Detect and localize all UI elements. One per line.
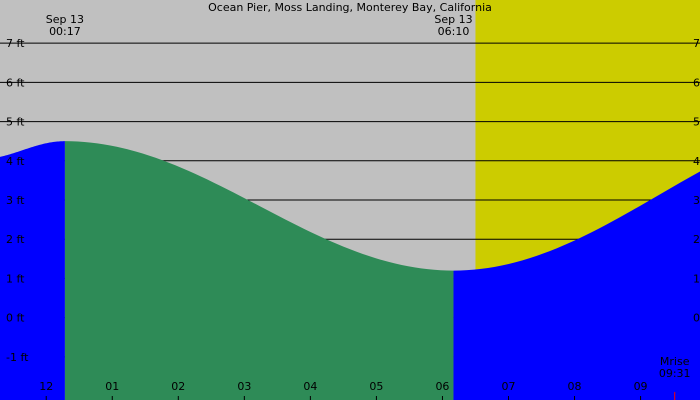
y-tick-label: 4 ft	[6, 155, 25, 168]
y-tick-label: -1 ft	[6, 351, 29, 364]
x-tick-label: 07	[501, 380, 515, 393]
y-tick-label: 0 ft	[6, 312, 25, 325]
x-tick-label: 04	[303, 380, 317, 393]
x-tick-label: 03	[237, 380, 251, 393]
x-axis-labels: 1112010203040506070809101112010203040506…	[39, 380, 700, 400]
extreme-date-label: Sep 13	[434, 13, 472, 26]
y-tick-label-right: 1 ft	[693, 272, 700, 285]
y-tick-label: 5 ft	[6, 116, 25, 129]
y-tick-label: 1 ft	[6, 272, 25, 285]
x-tick-label: 02	[171, 380, 185, 393]
y-tick-label: 2 ft	[6, 233, 25, 246]
extreme-date-label: Sep 13	[46, 13, 84, 26]
x-tick-label: 08	[568, 380, 582, 393]
x-tick-label: 12	[39, 380, 53, 393]
x-tick-label: 09	[634, 380, 648, 393]
rising-tide-area	[453, 171, 700, 400]
moon-event-label: Mrise	[660, 355, 690, 368]
y-tick-label-right: 3 ft	[693, 194, 700, 207]
x-tick-label: 06	[435, 380, 449, 393]
y-tick-label-right: 0 ft	[693, 312, 700, 325]
y-tick-label: 3 ft	[6, 194, 25, 207]
moon-event-time: 09:31	[659, 367, 691, 380]
x-tick-label: 05	[369, 380, 383, 393]
y-tick-label-right: 7 ft	[693, 37, 700, 50]
y-tick-label-right: 6 ft	[693, 76, 700, 89]
y-tick-label-right: 5 ft	[693, 116, 700, 129]
extreme-time-label: 06:10	[438, 25, 470, 38]
y-tick-label-right: 4 ft	[693, 155, 700, 168]
chart-title: Ocean Pier, Moss Landing, Monterey Bay, …	[208, 1, 492, 14]
falling-tide-area	[64, 141, 454, 400]
tide-curve	[0, 141, 700, 400]
rising-tide-area	[0, 141, 65, 400]
extreme-time-label: 00:17	[49, 25, 81, 38]
y-axis-labels: 7 ft 6 ft 5 ft 4 ft 3 ft 2 ft 1 ft 0 ft -1 ft 7 f…	[6, 37, 700, 364]
y-tick-label: 7 ft	[6, 37, 25, 50]
x-tick-label: 01	[105, 380, 119, 393]
y-tick-label-right: 2 ft	[693, 233, 700, 246]
y-tick-label: 6 ft	[6, 76, 25, 89]
